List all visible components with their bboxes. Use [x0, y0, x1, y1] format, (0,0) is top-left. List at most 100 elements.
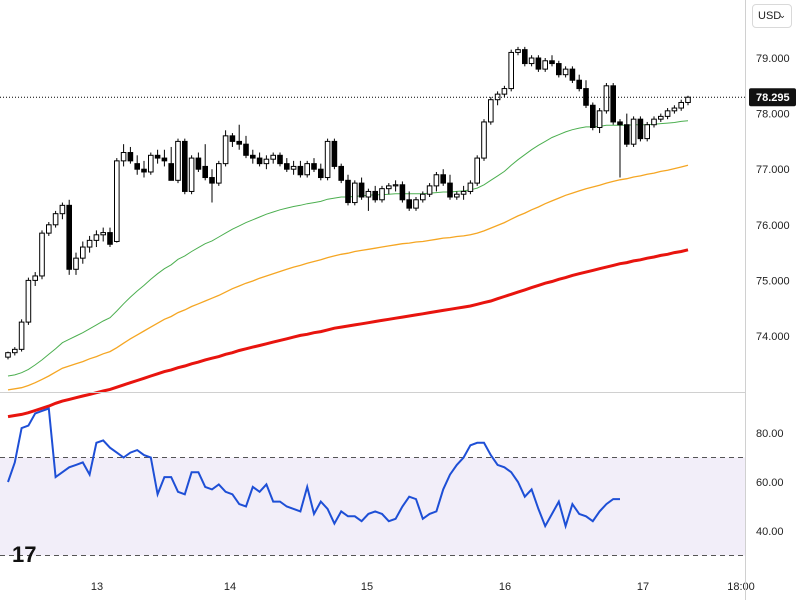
candle — [651, 116, 657, 128]
candle — [433, 171, 440, 192]
moving-average-line — [7, 248, 689, 419]
candle — [610, 83, 617, 125]
time-tick-label: 14 — [224, 581, 236, 593]
candle — [277, 152, 283, 167]
candle — [5, 351, 11, 360]
candle — [52, 210, 59, 228]
candle — [338, 163, 344, 184]
candle — [243, 135, 249, 159]
candle — [86, 235, 93, 253]
candle — [216, 160, 222, 186]
candle — [46, 222, 52, 236]
candle — [644, 121, 651, 142]
price-tick-label: 76.000 — [756, 220, 790, 232]
candle — [386, 183, 392, 195]
candle — [182, 138, 188, 195]
candle — [583, 80, 589, 109]
candle — [236, 124, 242, 150]
time-tick-label: 17 — [637, 581, 649, 593]
candle — [542, 58, 549, 72]
candle — [311, 158, 317, 172]
candle — [562, 66, 569, 78]
candle — [671, 105, 678, 114]
candle — [304, 160, 310, 178]
rsi-band — [0, 457, 745, 556]
candle — [114, 158, 120, 243]
last-price-label: 78.295 — [756, 92, 790, 104]
candle — [290, 160, 297, 175]
candle — [481, 119, 487, 161]
candle — [229, 133, 236, 147]
candle — [59, 202, 66, 220]
candle — [440, 169, 446, 186]
candle — [161, 149, 168, 167]
candle — [624, 113, 630, 147]
candle — [18, 319, 25, 352]
candle — [460, 185, 467, 200]
candle — [93, 230, 100, 248]
candle — [352, 180, 358, 206]
moving-average-line — [7, 120, 689, 377]
candle — [474, 155, 480, 186]
time-tick-label: 13 — [91, 581, 103, 593]
candle — [420, 191, 426, 203]
candle — [569, 66, 576, 84]
currency-label: USD — [758, 10, 782, 22]
candle — [175, 138, 181, 184]
moving-average-line — [7, 164, 689, 391]
candle — [399, 181, 406, 203]
candle — [664, 108, 671, 120]
rsi-tick-label: 60.00 — [756, 477, 784, 489]
candle — [392, 180, 399, 192]
candle — [358, 177, 365, 200]
candle — [141, 160, 147, 178]
price-tick-label: 78.000 — [756, 109, 790, 121]
candle — [372, 185, 378, 203]
candle — [515, 46, 521, 56]
candle — [596, 108, 603, 134]
candle — [25, 277, 32, 325]
candle — [202, 144, 208, 181]
candle — [168, 146, 174, 181]
rsi-line — [7, 407, 620, 530]
candle — [120, 144, 127, 167]
time-axis: 13 14 15 16 17 18:00 — [91, 581, 755, 593]
time-tick-label: 18:00 — [727, 581, 755, 593]
candle — [454, 191, 460, 200]
currency-selector[interactable]: USD ⌄ — [752, 4, 792, 28]
candle — [467, 180, 474, 195]
tradingview-logo: 17 — [12, 542, 36, 567]
candle — [100, 227, 107, 242]
candle — [535, 55, 542, 72]
candle — [148, 152, 154, 175]
price-tick-label: 79.000 — [756, 53, 790, 65]
last-price-badge — [749, 88, 796, 107]
candle — [324, 138, 331, 181]
candle — [522, 46, 528, 67]
candle — [603, 83, 610, 114]
candle — [549, 55, 555, 67]
candle — [501, 85, 508, 97]
candle — [12, 347, 18, 356]
candle — [447, 174, 453, 200]
candle — [345, 174, 351, 206]
rsi-tick-label: 40.00 — [756, 526, 784, 538]
candle — [32, 272, 39, 286]
candle — [195, 152, 202, 172]
candle — [678, 99, 685, 111]
chevron-down-icon: ⌄ — [778, 10, 786, 20]
candle — [250, 149, 256, 164]
candle — [222, 130, 229, 167]
candle — [488, 96, 494, 125]
candle — [331, 138, 338, 170]
candle — [413, 197, 419, 211]
price-tick-label: 74.000 — [756, 331, 790, 343]
price-tick-label: 77.000 — [756, 164, 790, 176]
candle — [658, 113, 664, 122]
candle — [263, 155, 270, 170]
rsi-panel: 80.00 60.00 40.00 17 — [0, 407, 784, 567]
time-tick-label: 16 — [499, 581, 511, 593]
price-tick-label: 75.000 — [756, 275, 790, 287]
candle — [297, 160, 304, 178]
